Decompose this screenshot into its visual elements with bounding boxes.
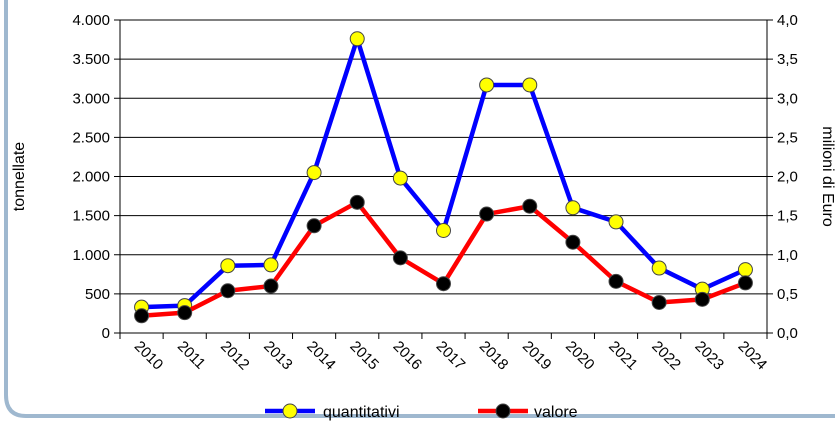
data-point-quantitativi xyxy=(436,222,451,238)
y2-tick-label: 3,5 xyxy=(777,51,798,68)
x-tick-label: 2011 xyxy=(174,338,209,373)
data-point-valore xyxy=(694,291,710,307)
x-tick-label: 2014 xyxy=(303,338,339,374)
legend-marker-quantitativi xyxy=(282,403,298,419)
y-tick-label: 4.000 xyxy=(72,12,110,29)
x-tick-label: 2010 xyxy=(131,338,167,374)
data-point-valore xyxy=(177,305,193,321)
y-axis-title: tonnellate xyxy=(11,142,28,211)
data-point-quantitativi xyxy=(263,257,279,273)
y2-tick-label: 3,0 xyxy=(777,90,798,107)
x-tick-label: 2021 xyxy=(605,338,641,374)
data-point-quantitativi xyxy=(220,258,236,274)
data-point-valore xyxy=(651,294,667,310)
x-tick-label: 2012 xyxy=(217,338,253,374)
data-point-valore xyxy=(349,194,365,210)
x-tick-label: 2020 xyxy=(562,338,598,374)
legend-marker-valore xyxy=(495,403,511,419)
y2-tick-label: 1,0 xyxy=(777,247,798,264)
data-point-valore xyxy=(522,198,538,214)
x-tick-label: 2023 xyxy=(691,338,727,374)
data-point-quantitativi xyxy=(651,260,667,276)
x-tick-label: 2013 xyxy=(260,338,296,374)
y2-tick-label: 0,5 xyxy=(777,286,798,303)
y2-tick-label: 4,0 xyxy=(777,12,798,29)
data-point-valore xyxy=(436,276,451,292)
data-point-quantitativi xyxy=(737,262,753,278)
x-tick-label: 2022 xyxy=(648,338,684,374)
data-point-valore xyxy=(737,275,753,291)
x-tick-label: 2024 xyxy=(735,338,771,374)
data-point-valore xyxy=(608,273,624,289)
data-point-valore xyxy=(220,283,236,299)
y-tick-label: 3.500 xyxy=(72,51,110,68)
data-point-quantitativi xyxy=(608,214,624,230)
data-point-valore xyxy=(479,206,495,222)
x-tick-label: 2019 xyxy=(519,338,555,374)
y-tick-label: 2.000 xyxy=(72,169,110,186)
y-tick-label: 500 xyxy=(85,286,110,303)
y-tick-label: 1.500 xyxy=(72,208,110,225)
legend-label-valore: valore xyxy=(534,404,578,421)
frame-border xyxy=(4,0,835,418)
data-point-valore xyxy=(392,250,408,266)
x-tick-label: 2018 xyxy=(476,338,512,374)
data-point-quantitativi xyxy=(479,77,495,93)
data-point-valore xyxy=(134,308,150,324)
data-point-valore xyxy=(306,218,322,234)
legend-label-quantitativi: quantitativi xyxy=(323,404,400,421)
y2-tick-label: 0,0 xyxy=(777,325,798,342)
data-point-quantitativi xyxy=(565,200,581,216)
y-tick-label: 1.000 xyxy=(72,247,110,264)
y2-tick-label: 2,0 xyxy=(777,169,798,186)
y2-axis-title: milioni di Euro xyxy=(819,126,836,227)
data-point-valore xyxy=(565,234,581,250)
x-tick-label: 2016 xyxy=(390,338,426,374)
data-point-quantitativi xyxy=(392,170,408,186)
y2-tick-label: 2,5 xyxy=(777,129,798,146)
y-tick-label: 3.000 xyxy=(72,90,110,107)
x-tick-label: 2017 xyxy=(433,338,469,374)
x-tick-label: 2015 xyxy=(346,338,382,374)
y-tick-label: 0 xyxy=(102,325,110,342)
data-point-quantitativi xyxy=(306,165,322,181)
y2-tick-label: 1,5 xyxy=(777,208,798,225)
data-point-valore xyxy=(263,278,279,294)
data-point-quantitativi xyxy=(522,77,538,93)
y-tick-label: 2.500 xyxy=(72,129,110,146)
data-point-quantitativi xyxy=(349,31,365,47)
